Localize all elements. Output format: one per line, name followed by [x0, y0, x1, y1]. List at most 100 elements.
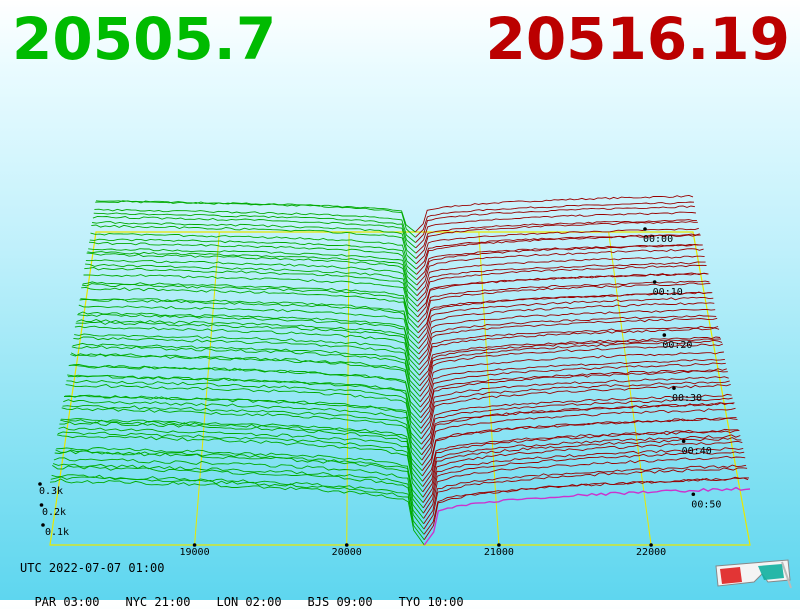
- bid-depth-line: [84, 267, 418, 312]
- bid-depth-line: [85, 259, 418, 302]
- ask-depth-line: [416, 248, 704, 291]
- ask-depth-line: [416, 261, 706, 302]
- ask-depth-line: [423, 477, 749, 535]
- ask-depth-line: [417, 272, 709, 318]
- ask-depth-line: [420, 362, 726, 413]
- timezone-bar: PAR 03:00 NYC 21:00 LON 02:00 BJS 09:00 TYO …: [20, 581, 490, 609]
- bid-depth-line: [63, 399, 423, 456]
- ask-depth-line: [417, 280, 710, 323]
- 3d-glasses-icon[interactable]: [712, 558, 792, 592]
- bid-depth-line: [77, 313, 420, 360]
- bid-depth-line: [60, 418, 423, 472]
- bid-depth-line: [69, 364, 421, 413]
- bid-depth-line: [73, 336, 421, 387]
- bid-depth-line: [93, 212, 416, 249]
- bid-depth-line: [88, 241, 417, 281]
- bid-depth-line: [49, 478, 425, 546]
- time-label: 00:30: [672, 393, 702, 404]
- ask-depth-line: [423, 464, 747, 525]
- time-tick-mark: [672, 386, 676, 390]
- depth-tick-mark: [38, 482, 42, 486]
- time-tick-mark: [662, 333, 667, 337]
- bid-depth-line: [79, 298, 419, 344]
- x-grid-line: [194, 231, 220, 546]
- bid-depth-line: [53, 457, 424, 519]
- utc-time: UTC 2022-07-07 01:00: [20, 561, 165, 575]
- ask-depth-line: [423, 476, 750, 540]
- bid-depth-line: [51, 474, 425, 535]
- time-label: 00:20: [662, 340, 692, 351]
- depth-curves: [49, 194, 751, 546]
- bid-depth-line: [85, 263, 418, 307]
- ask-depth-line: [419, 336, 721, 381]
- bid-depth-line: [57, 431, 424, 493]
- depth-label: 0.3k: [39, 486, 63, 497]
- time-tick-mark: [691, 492, 696, 497]
- ask-depth-line: [423, 467, 748, 530]
- zone-lon: LON 02:00: [216, 595, 282, 609]
- bid-depth-line: [92, 221, 417, 259]
- x-tick-mark: [192, 543, 197, 547]
- bid-depth-line: [52, 463, 425, 525]
- bid-depth-line: [91, 224, 417, 265]
- ask-depth-line: [421, 417, 738, 477]
- bid-depth-line: [92, 216, 417, 254]
- ask-depth-line: [422, 429, 740, 487]
- bid-depth-line: [66, 379, 422, 434]
- bid-depth-line: [78, 304, 420, 350]
- x-tick-mark: [497, 543, 501, 547]
- ask-depth-line: [417, 291, 713, 339]
- time-tick-mark: [681, 439, 686, 444]
- ask-depth-line: [419, 339, 723, 392]
- ask-depth-line: [419, 358, 725, 408]
- ask-depth-line: [415, 201, 695, 238]
- bid-depth-line: [71, 345, 421, 397]
- ask-depth-line: [416, 234, 701, 275]
- bid-depth-line: [74, 325, 420, 376]
- ask-depth-line: [415, 205, 695, 243]
- bid-depth-line: [50, 476, 425, 540]
- bid-depth-line: [80, 298, 419, 339]
- bid-depth-line: [56, 447, 424, 503]
- x-tick-mark: [649, 543, 653, 547]
- ask-depth-line: [423, 451, 745, 514]
- bid-depth-line: [75, 321, 420, 371]
- ask-depth-line: [417, 264, 707, 307]
- bid-depth-line: [68, 363, 422, 418]
- bid-depth-line: [61, 407, 423, 466]
- ask-depth-line: [422, 440, 743, 503]
- bid-depth-line: [63, 394, 422, 450]
- bid-depth-line: [95, 200, 416, 238]
- ask-depth-line: [420, 370, 728, 424]
- floor-outline: [49, 231, 751, 546]
- bid-depth-line: [88, 248, 418, 286]
- bid-depth-line: [89, 238, 417, 275]
- bid-depth-line: [54, 450, 424, 514]
- depth-tick-mark: [39, 503, 44, 507]
- ask-depth-line: [422, 428, 739, 482]
- bid-depth-line: [67, 374, 422, 429]
- ask-depth-line: [421, 393, 732, 445]
- x-tick-mark: [344, 543, 349, 547]
- ask-depth-line: [418, 325, 719, 371]
- ask-depth-line: [417, 291, 712, 334]
- zone-tyo: TYO 10:00: [398, 595, 464, 609]
- bid-depth-line: [86, 252, 418, 297]
- ask-depth-line: [416, 255, 705, 297]
- time-label: 00:10: [653, 287, 683, 298]
- x-grid-line: [346, 231, 350, 546]
- bid-depth-line: [62, 404, 423, 461]
- ask-depth-line: [419, 351, 724, 403]
- bid-depth-line: [81, 283, 419, 328]
- ask-depth-line: [415, 211, 696, 249]
- bid-depth-line: [76, 319, 420, 365]
- ask-depth-line: [415, 227, 699, 265]
- bid-depth-line: [94, 208, 416, 243]
- time-label: 00:50: [691, 499, 721, 510]
- ask-price: 20516.19: [485, 5, 790, 73]
- ask-depth-line: [422, 447, 744, 509]
- ask-depth-line: [415, 219, 697, 254]
- ask-depth-line: [421, 407, 736, 466]
- ask-depth-line: [419, 327, 720, 376]
- ask-depth-line: [420, 376, 729, 429]
